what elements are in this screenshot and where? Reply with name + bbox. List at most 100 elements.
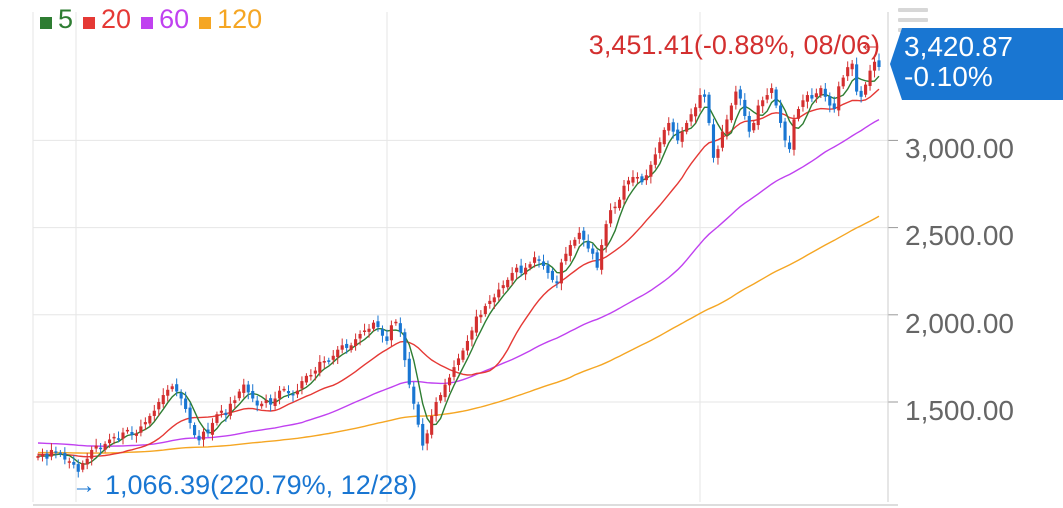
candle-body <box>184 398 188 409</box>
candle-body <box>340 345 344 350</box>
candle-body <box>233 400 237 404</box>
candle-body <box>354 339 358 347</box>
candle-body <box>774 89 778 106</box>
candle-body <box>81 463 85 470</box>
candle-body <box>116 438 121 440</box>
candle-body <box>206 429 210 434</box>
candle-body <box>201 431 206 440</box>
legend-swatch-ma120 <box>199 17 212 29</box>
candle-body <box>67 461 71 463</box>
candle-body <box>331 355 335 360</box>
candle-body <box>841 77 845 87</box>
candle-body <box>148 415 152 424</box>
candle-body <box>385 336 389 341</box>
candle-body <box>224 412 228 416</box>
candle-body <box>752 122 756 131</box>
candle-body <box>850 63 854 70</box>
candle-body <box>541 261 546 266</box>
candle-body <box>591 248 595 254</box>
y-tick-label: 2,500.00 <box>905 220 1014 251</box>
legend-item-ma120[interactable]: 120 <box>199 4 262 35</box>
candle-body <box>483 306 487 315</box>
menu-icon-bar <box>898 18 928 22</box>
left-arrow-icon: ← <box>858 30 882 57</box>
candle-body <box>376 321 380 328</box>
current-price-value: 3,420.87 <box>904 31 1013 62</box>
candle-body <box>63 452 67 460</box>
candle-body <box>501 285 505 289</box>
candle-body <box>765 95 769 100</box>
candle-body <box>761 100 765 107</box>
candle-body <box>398 323 402 333</box>
candle-body <box>470 330 474 340</box>
candle-body <box>488 300 492 304</box>
candle-body <box>439 395 443 401</box>
candle-body <box>286 391 291 394</box>
candle-body <box>143 422 147 425</box>
candle-body <box>747 115 751 132</box>
candle-body <box>452 367 456 377</box>
candle-body <box>112 436 116 439</box>
candle-body <box>447 377 452 386</box>
candle-body <box>658 142 662 153</box>
candle-body <box>573 239 577 246</box>
candle-body <box>743 99 747 116</box>
candle-body <box>814 93 818 98</box>
y-tick-label: 3,000.00 <box>905 133 1014 164</box>
candle-body <box>36 456 40 458</box>
candle-body <box>506 279 510 288</box>
candle-body <box>787 142 792 150</box>
candle-body <box>85 458 89 465</box>
candle-body <box>872 61 877 71</box>
candle-body <box>362 330 367 332</box>
candle-body <box>877 60 881 67</box>
candle-body <box>653 154 657 165</box>
candle-body <box>823 88 827 97</box>
legend-item-ma20[interactable]: 20 <box>83 4 131 35</box>
current-price-tag: 3,420.87 -0.10% <box>890 28 1063 100</box>
candle-body <box>90 449 94 459</box>
candle-body <box>631 177 635 183</box>
candle-body <box>394 321 398 324</box>
candle-body <box>685 122 689 132</box>
candle-body <box>264 400 268 404</box>
candle-body <box>108 439 112 444</box>
candle-body <box>711 124 716 158</box>
candle-body <box>555 281 559 284</box>
candle-body <box>246 384 250 393</box>
candle-body <box>318 361 322 373</box>
candle-body <box>219 410 223 413</box>
chart-legend: 5 20 60 120 <box>40 2 272 36</box>
candle-body <box>170 386 174 390</box>
candle-body <box>667 122 671 131</box>
ma60-line <box>37 118 880 447</box>
candle-body <box>671 122 675 132</box>
candle-body <box>828 96 832 106</box>
candle-body <box>832 103 836 110</box>
candle-body <box>345 343 349 348</box>
candle-body <box>228 403 232 416</box>
candle-body <box>568 245 572 256</box>
candle-body <box>237 391 241 399</box>
candle-body <box>582 230 586 240</box>
legend-item-ma5[interactable]: 5 <box>40 4 73 35</box>
ma5-line <box>37 75 880 465</box>
candle-body <box>152 410 156 416</box>
legend-item-ma60[interactable]: 60 <box>141 4 189 35</box>
candle-body <box>801 100 805 107</box>
candle-body <box>273 398 277 407</box>
candle-body <box>725 119 729 134</box>
candle-body <box>662 129 666 145</box>
candle-body <box>215 414 219 423</box>
candle-body <box>515 267 519 273</box>
candle-body <box>134 433 138 436</box>
candle-body <box>260 403 264 407</box>
candle-body <box>497 289 501 298</box>
candle-body <box>600 245 604 270</box>
candle-body <box>175 384 179 392</box>
current-price-change: -0.10% <box>904 61 993 92</box>
candle-body <box>40 454 45 457</box>
candle-body <box>197 435 201 441</box>
